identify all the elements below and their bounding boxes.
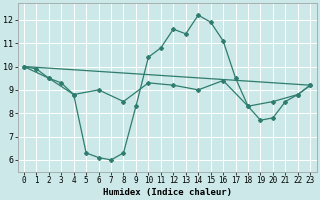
X-axis label: Humidex (Indice chaleur): Humidex (Indice chaleur) bbox=[103, 188, 232, 197]
